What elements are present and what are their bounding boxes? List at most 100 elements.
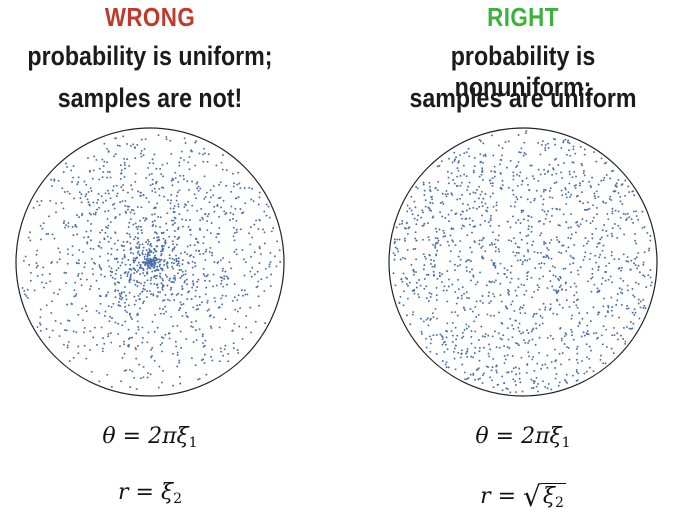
sample-point bbox=[522, 339, 525, 342]
sample-point bbox=[206, 273, 209, 276]
sample-point bbox=[569, 154, 572, 157]
sample-point bbox=[104, 310, 107, 313]
sample-point bbox=[457, 278, 460, 281]
sample-point bbox=[166, 284, 169, 287]
sample-point bbox=[131, 336, 134, 339]
sample-point bbox=[36, 249, 39, 252]
sample-point bbox=[415, 239, 418, 242]
sample-point bbox=[600, 334, 603, 337]
sample-point bbox=[111, 317, 113, 320]
sample-point bbox=[498, 224, 500, 227]
sample-point bbox=[460, 337, 463, 339]
sample-point bbox=[125, 369, 128, 372]
sample-point bbox=[436, 237, 439, 240]
sample-point bbox=[269, 252, 272, 254]
sample-point bbox=[408, 207, 411, 210]
sample-point bbox=[107, 150, 110, 153]
sample-point bbox=[48, 215, 51, 218]
sample-point bbox=[433, 264, 436, 267]
sample-point bbox=[555, 172, 558, 175]
sample-point bbox=[103, 160, 106, 163]
sample-point bbox=[194, 164, 197, 167]
sample-point bbox=[398, 223, 401, 226]
sample-point bbox=[51, 329, 54, 332]
sample-point bbox=[597, 183, 600, 186]
sample-point bbox=[218, 306, 221, 309]
sample-point bbox=[114, 153, 117, 156]
sample-point bbox=[558, 208, 561, 211]
sample-point bbox=[189, 228, 192, 231]
sample-point bbox=[426, 317, 429, 320]
sample-point bbox=[603, 256, 606, 259]
sample-point bbox=[568, 173, 571, 176]
sample-point bbox=[180, 293, 183, 296]
sample-point bbox=[547, 170, 550, 173]
sample-point bbox=[548, 308, 551, 311]
sample-point bbox=[176, 191, 179, 194]
sample-point bbox=[235, 253, 238, 256]
sample-point bbox=[150, 264, 153, 267]
sample-point bbox=[481, 335, 484, 338]
sample-point bbox=[81, 212, 84, 215]
sample-point bbox=[531, 358, 534, 361]
sample-point bbox=[399, 295, 402, 298]
sample-point bbox=[472, 372, 475, 375]
sample-point bbox=[603, 176, 606, 179]
sample-point bbox=[475, 316, 478, 318]
sample-point bbox=[450, 227, 453, 230]
sample-point bbox=[575, 358, 578, 361]
sample-point bbox=[263, 242, 266, 245]
sample-point bbox=[518, 151, 521, 154]
sample-point bbox=[569, 286, 572, 288]
sample-point bbox=[471, 268, 473, 271]
sample-point bbox=[506, 220, 509, 223]
sample-point bbox=[613, 334, 616, 337]
sample-point bbox=[168, 254, 171, 257]
sample-point bbox=[210, 355, 212, 358]
sample-point bbox=[168, 332, 171, 335]
sample-point bbox=[509, 281, 512, 284]
sample-point bbox=[146, 263, 149, 266]
sample-point bbox=[469, 308, 472, 311]
sample-point bbox=[525, 235, 528, 238]
sample-point bbox=[525, 289, 528, 292]
sample-point bbox=[588, 357, 591, 360]
sample-point bbox=[89, 229, 92, 232]
sample-point bbox=[491, 243, 494, 246]
sample-point bbox=[152, 162, 155, 165]
sample-point bbox=[197, 278, 200, 281]
sample-point bbox=[86, 241, 89, 244]
sample-point bbox=[119, 274, 122, 277]
sample-point bbox=[263, 210, 266, 213]
sample-point bbox=[159, 272, 162, 275]
sample-point bbox=[183, 206, 186, 208]
sample-point bbox=[176, 365, 179, 368]
sample-point bbox=[589, 252, 592, 255]
sample-point bbox=[180, 303, 183, 306]
sample-point bbox=[179, 174, 182, 177]
sample-point bbox=[139, 307, 142, 310]
sample-point bbox=[235, 231, 238, 234]
sample-point bbox=[230, 267, 233, 270]
sample-point bbox=[63, 271, 66, 274]
sample-point bbox=[224, 344, 227, 347]
sample-point bbox=[73, 197, 76, 200]
sample-point bbox=[541, 322, 544, 325]
sample-point bbox=[149, 244, 152, 247]
sample-point bbox=[492, 386, 495, 389]
sample-point bbox=[99, 241, 101, 244]
sample-point bbox=[565, 299, 568, 302]
sample-point bbox=[155, 259, 158, 261]
sample-point bbox=[414, 206, 417, 209]
sample-point bbox=[101, 229, 104, 232]
sample-point bbox=[463, 292, 466, 295]
sample-point bbox=[601, 343, 604, 346]
sample-point bbox=[232, 235, 235, 238]
sample-point bbox=[181, 218, 184, 221]
sample-point bbox=[520, 238, 523, 241]
sample-point bbox=[30, 271, 32, 274]
sample-point bbox=[512, 178, 515, 181]
sample-point bbox=[124, 199, 127, 202]
sample-point bbox=[536, 288, 539, 291]
sample-point bbox=[469, 260, 472, 263]
